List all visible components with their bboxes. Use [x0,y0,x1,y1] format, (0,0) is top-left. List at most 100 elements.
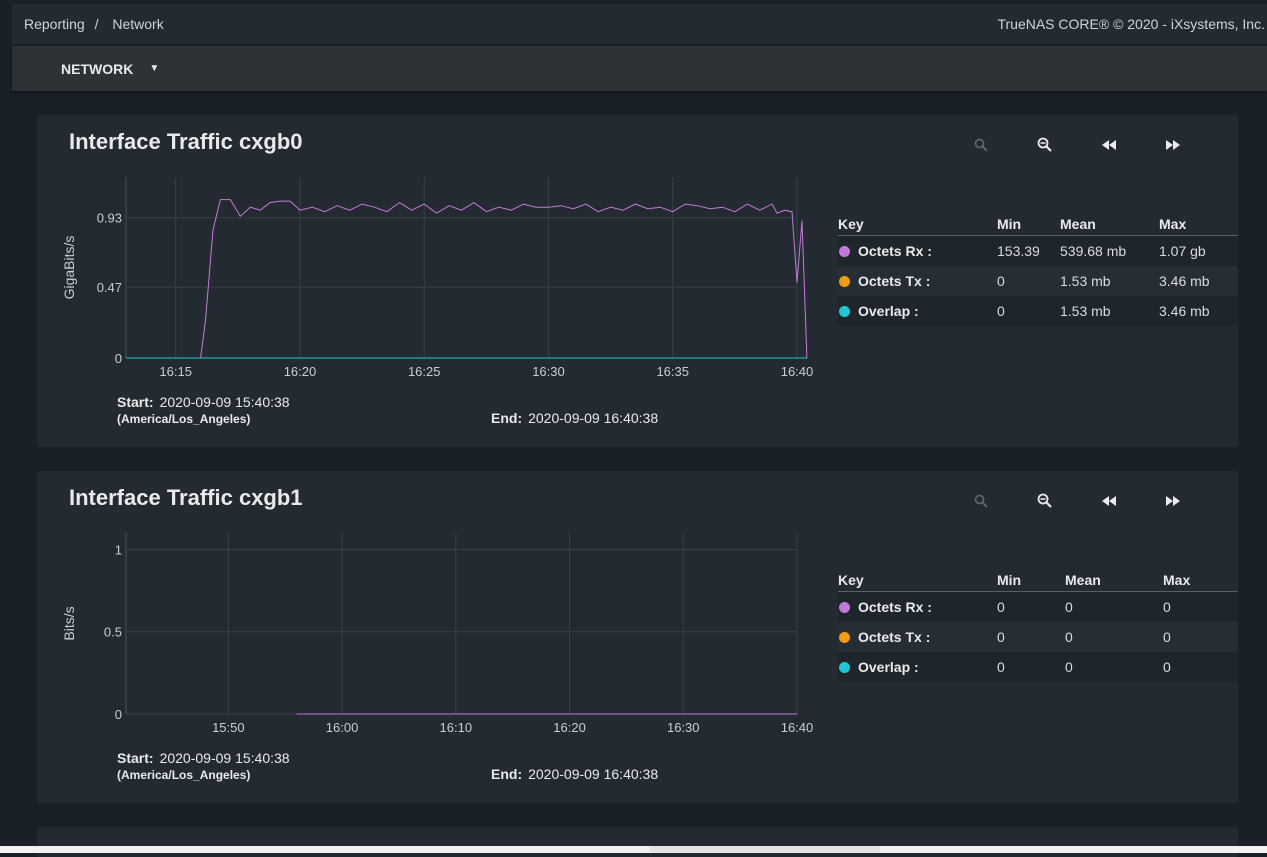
y-tick-label: 0.5 [104,625,122,640]
x-tick-label: 16:30 [667,720,700,735]
y-axis-label: Bits/s [61,606,77,640]
x-tick-label: 16:20 [284,364,317,379]
legend-mean: 0 [1065,652,1163,682]
chart-legend-table: Key Min Mean Max Octets Rx : 153.39 539.… [838,212,1238,326]
start-label: Start: [117,394,154,410]
legend-label: Overlap : [858,303,919,319]
chart-legend-table: Key Min Mean Max Octets Rx : 0 0 0 Octet… [838,568,1238,682]
chart-start-range: Start: 2020-09-09 15:40:38 (America/Los_A… [117,394,290,426]
start-label: Start: [117,750,154,766]
legend-max: 0 [1163,622,1238,652]
zoom-out-icon[interactable] [1034,491,1056,511]
traffic-chart-cxgb1[interactable]: 0 0.5 1 15:50 16:00 16:10 16:20 16:30 16:40 Bits/… [37,471,817,751]
chart-title: Interface Traffic cxgb1 [69,485,303,510]
chart-card-cxgb0: Interface Traffic cxgb0 0 0.47 0.93 16:15 16… [37,115,1238,447]
start-time: 2020-09-09 15:40:38 [159,394,290,410]
legend-header-max: Max [1163,568,1238,592]
legend-mean: 1.53 mb [1060,266,1159,296]
timezone-label: (America/Los_Angeles) [117,768,251,782]
legend-label: Octets Tx : [858,629,931,645]
legend-label: Octets Rx : [858,599,932,615]
chart-title: Interface Traffic cxgb0 [69,129,303,154]
copyright-text: TrueNAS CORE® © 2020 - iXsystems, Inc. [997,16,1265,32]
legend-min: 0 [997,622,1065,652]
x-tick-label: 16:30 [532,364,565,379]
os-taskbar [0,846,1267,853]
legend-label: Overlap : [858,659,919,675]
taskbar-window-tab[interactable] [650,846,880,853]
traffic-chart-cxgb0[interactable]: 0 0.47 0.93 16:15 16:20 16:25 16:30 16:35 16:40 G… [37,115,817,395]
report-type-selector[interactable]: NETWORK ▼ [12,46,1267,91]
end-label: End: [491,410,523,426]
rx-color-dot [839,602,850,613]
step-forward-icon[interactable] [1162,491,1184,511]
step-forward-icon[interactable] [1162,135,1184,155]
y-tick-label: 0 [115,707,122,722]
step-back-icon[interactable] [1098,135,1120,155]
step-back-icon[interactable] [1098,491,1120,511]
report-type-label: NETWORK [61,60,134,77]
legend-max: 1.07 gb [1159,235,1238,266]
legend-row-rx: Octets Rx : 153.39 539.68 mb 1.07 gb [838,235,1238,266]
legend-header-min: Min [997,568,1065,592]
start-time: 2020-09-09 15:40:38 [159,750,290,766]
y-axis-label: GigaBits/s [61,236,77,300]
legend-max: 0 [1163,652,1238,682]
x-tick-label: 16:10 [440,720,473,735]
y-tick-label: 0.93 [97,211,122,226]
overlap-color-dot [839,306,850,317]
end-time: 2020-09-09 16:40:38 [528,766,659,782]
legend-label: Octets Tx : [858,273,931,289]
legend-max: 3.46 mb [1159,296,1238,326]
legend-min: 0 [997,591,1065,622]
timezone-label: (America/Los_Angeles) [117,412,251,426]
y-tick-label: 1 [115,542,122,557]
zoom-out-icon[interactable] [1034,135,1056,155]
legend-row-tx: Octets Tx : 0 0 0 [838,622,1238,652]
end-label: End: [491,766,523,782]
zoom-in-icon[interactable] [970,491,992,511]
tx-color-dot [839,632,850,643]
y-tick-label: 0.47 [97,280,122,295]
overlap-color-dot [839,662,850,673]
legend-header-min: Min [997,212,1060,236]
x-tick-label: 16:40 [781,720,814,735]
x-tick-label: 15:50 [212,720,245,735]
legend-mean: 0 [1065,591,1163,622]
breadcrumb: Reporting / Network [24,16,170,32]
legend-mean: 0 [1065,622,1163,652]
legend-label: Octets Rx : [858,243,932,259]
top-bar: Reporting / Network TrueNAS CORE® © 2020… [12,4,1267,44]
zoom-in-icon[interactable] [970,135,992,155]
chart-end-range: End: 2020-09-09 16:40:38 [491,766,658,782]
legend-row-overlap: Overlap : 0 1.53 mb 3.46 mb [838,296,1238,326]
legend-mean: 1.53 mb [1060,296,1159,326]
legend-header-mean: Mean [1065,568,1163,592]
series-line-octets-rx [200,199,808,359]
x-tick-label: 16:35 [656,364,689,379]
legend-max: 3.46 mb [1159,266,1238,296]
legend-header-key: Key [838,212,997,236]
x-tick-label: 16:40 [781,364,814,379]
x-tick-label: 16:00 [326,720,359,735]
legend-min: 153.39 [997,235,1060,266]
tx-color-dot [839,276,850,287]
chevron-down-icon[interactable]: ▼ [149,63,160,74]
legend-header-max: Max [1159,212,1238,236]
x-tick-label: 16:20 [553,720,586,735]
breadcrumb-reporting[interactable]: Reporting [24,16,85,32]
legend-min: 0 [997,652,1065,682]
legend-mean: 539.68 mb [1060,235,1159,266]
chart-card-cxgb1: Interface Traffic cxgb1 0 0.5 1 15:50 16:00 1… [37,471,1238,803]
breadcrumb-network: Network [112,16,164,32]
legend-header-key: Key [838,568,997,592]
legend-row-tx: Octets Tx : 0 1.53 mb 3.46 mb [838,266,1238,296]
chart-start-range: Start: 2020-09-09 15:40:38 (America/Los_A… [117,750,290,782]
x-tick-label: 16:15 [159,364,192,379]
legend-max: 0 [1163,591,1238,622]
legend-row-rx: Octets Rx : 0 0 0 [838,591,1238,622]
x-tick-label: 16:25 [408,364,441,379]
legend-min: 0 [997,296,1060,326]
legend-min: 0 [997,266,1060,296]
rx-color-dot [839,246,850,257]
